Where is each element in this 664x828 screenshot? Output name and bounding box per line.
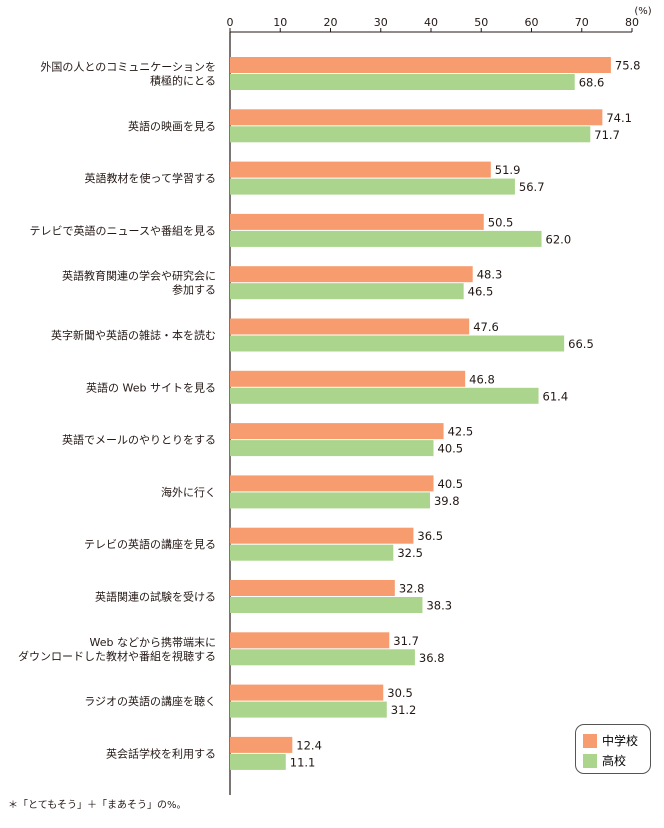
bar-junior-high (230, 370, 466, 387)
bar-junior-high (230, 57, 611, 73)
data-label: 61.4 (543, 389, 569, 403)
footnote: ＊「とてもそう」＋「まあそう」の%。 (8, 800, 187, 811)
legend-label: 高校 (602, 754, 627, 768)
data-label: 47.6 (473, 320, 499, 334)
data-label: 75.8 (615, 59, 641, 73)
data-label: 32.8 (399, 582, 425, 596)
data-label: 39.8 (434, 494, 460, 508)
category-label: 英語教育関連の学会や研究会に (62, 269, 216, 283)
x-tick-label: 0 (227, 16, 234, 29)
legend-label: 中学校 (602, 734, 639, 748)
data-label: 71.7 (594, 128, 620, 142)
data-label: 32.5 (397, 546, 423, 560)
data-label: 62.0 (546, 232, 572, 246)
bar-junior-high (230, 161, 491, 178)
bar-junior-high (230, 423, 444, 440)
data-label: 12.4 (296, 738, 322, 752)
bar-junior-high (230, 266, 473, 283)
x-tick-label: 50 (474, 16, 488, 29)
data-label: 38.3 (426, 599, 452, 613)
bar-junior-high (230, 213, 484, 230)
bar-high-school (230, 701, 387, 718)
data-label: 48.3 (477, 268, 503, 282)
x-tick-label: 40 (424, 16, 438, 29)
bar-high-school (230, 335, 565, 352)
category-label: 英会話学校を利用する (106, 746, 216, 760)
data-label: 56.7 (519, 180, 545, 194)
data-label: 11.1 (290, 755, 316, 769)
data-label: 74.1 (606, 111, 632, 125)
bar-junior-high (230, 736, 293, 753)
x-tick-label: 60 (525, 16, 539, 29)
unit-label: (%) (634, 6, 651, 17)
data-label: 40.5 (438, 477, 464, 491)
legend-swatch (583, 733, 597, 748)
category-label: 英語教材を使って学習する (85, 171, 216, 185)
bar-high-school (230, 178, 515, 195)
bar-junior-high (230, 580, 395, 596)
legend: 中学校 高校 (575, 724, 651, 774)
category-label: テレビで英語のニュースや番組を見る (30, 223, 216, 237)
data-label: 46.5 (468, 285, 494, 299)
bar-high-school (230, 283, 464, 300)
legend-item-junior-high: 中学校 (583, 732, 638, 749)
bar-junior-high (230, 632, 390, 649)
category-label: 英語関連の試験を受ける (95, 590, 216, 604)
data-label: 31.2 (391, 703, 417, 717)
bar-junior-high (230, 527, 414, 544)
data-label: 51.9 (495, 163, 521, 177)
bar-junior-high (230, 318, 470, 335)
bar-high-school (230, 387, 539, 404)
category-label: 英語でメールのやりとりをする (62, 433, 216, 447)
category-label: 海外に行く (161, 485, 216, 499)
data-label: 36.8 (419, 651, 445, 665)
x-tick-label: 10 (273, 16, 287, 29)
category-label: 英字新聞や英語の雑誌・本を読む (51, 328, 216, 342)
legend-item-high-school: 高校 (583, 752, 626, 769)
category-label: ダウンロードした教材や番組を視聴する (18, 649, 216, 663)
bar-high-school (230, 597, 423, 613)
category-label: ラジオの英語の講座を聴く (84, 694, 216, 708)
data-label: 66.5 (568, 337, 594, 351)
bar-high-school (230, 649, 415, 666)
data-label: 42.5 (448, 425, 474, 439)
bar-high-school (230, 126, 591, 143)
data-label: 40.5 (438, 442, 464, 456)
data-label: 68.6 (579, 76, 605, 90)
bar-high-school (230, 753, 286, 770)
data-label: 46.8 (469, 372, 495, 386)
category-label: テレビの英語の講座を見る (84, 537, 216, 551)
bar-junior-high (230, 684, 384, 701)
category-label: 英語の映画を見る (128, 119, 216, 133)
bar-junior-high (230, 109, 603, 126)
bar-high-school (230, 230, 542, 247)
bar-high-school (230, 74, 575, 90)
bar-high-school (230, 440, 434, 457)
x-tick-label: 30 (374, 16, 388, 29)
x-tick-label: 20 (324, 16, 338, 29)
category-label: 参加する (172, 283, 216, 297)
bar-junior-high (230, 475, 434, 492)
data-label: 50.5 (488, 215, 514, 229)
x-tick-label: 80 (625, 16, 639, 29)
data-label: 31.7 (393, 634, 419, 648)
category-label: 積極的にとる (150, 74, 216, 88)
data-label: 30.5 (387, 686, 413, 700)
bar-high-school (230, 492, 430, 509)
data-label: 36.5 (417, 529, 443, 543)
category-label: 外国の人とのコミュニケーションを (40, 61, 216, 74)
category-label: 英語の Web サイトを見る (86, 380, 216, 394)
legend-swatch (583, 753, 597, 768)
x-tick-label: 70 (575, 16, 589, 29)
category-label: Web などから携帯端末に (90, 635, 216, 649)
bar-high-school (230, 544, 394, 561)
